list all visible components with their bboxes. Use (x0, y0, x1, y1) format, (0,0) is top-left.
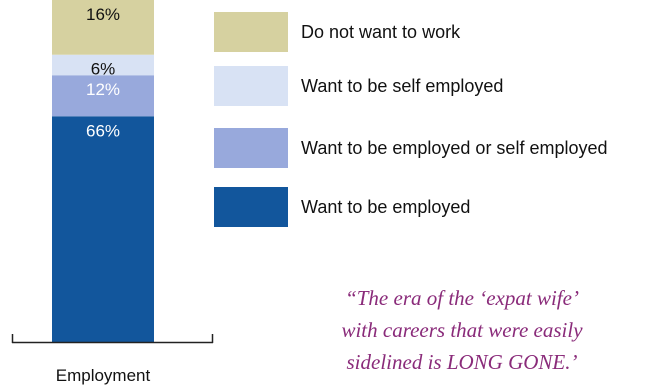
legend-item-do-not-want-to-work: Do not want to work (214, 12, 665, 52)
segment-labels: 66% 12%6% 16% (86, 5, 120, 140)
bar-segment-4 (52, 0, 154, 55)
legend-swatch (214, 187, 288, 227)
legend-item-want-employed-or-self-employed: Want to be employed or self employed (214, 128, 665, 168)
legend-swatch (214, 66, 288, 106)
bar-segment-3 (52, 54, 154, 76)
quote-line: with careers that were easily (341, 318, 583, 342)
legend-label: Want to be self employed (301, 76, 504, 96)
legend-item-want-self-employed: Want to be self employed (214, 66, 665, 106)
legend-label: Do not want to work (301, 22, 461, 42)
data-label-1: 66% (86, 121, 120, 140)
legend-label: Want to be employed or self employed (301, 138, 608, 158)
legend-swatch (214, 12, 288, 52)
category-label: Employment (56, 366, 151, 385)
data-label-3: 6% (91, 60, 116, 79)
legend-label: Want to be employed (301, 197, 471, 217)
bar-segment-1 (52, 116, 154, 342)
quote-line: sidelined is LONG GONE.’ (346, 350, 578, 374)
bar-group (52, 0, 154, 342)
quote-line: “The era of the ‘expat wife’ (345, 286, 579, 310)
legend-item-want-employed: Want to be employed (214, 187, 665, 227)
quote-annotation: “The era of the ‘expat wife’ with career… (262, 282, 662, 378)
legend-swatch (214, 128, 288, 168)
bar-segment-2 (52, 75, 154, 117)
data-label-4: 16% (86, 5, 120, 24)
data-label-2: 12% (86, 80, 120, 99)
